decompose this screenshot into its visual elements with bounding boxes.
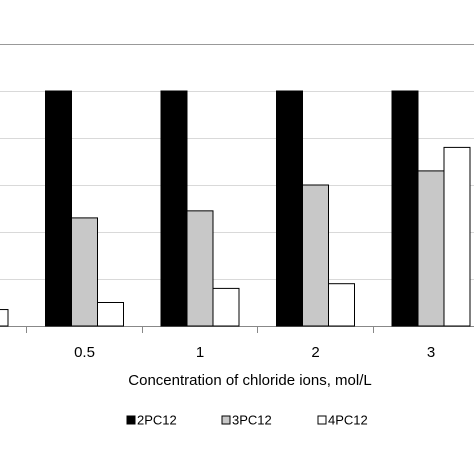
bar xyxy=(71,217,98,327)
x-tick-label: 0.5 xyxy=(74,344,95,361)
bar xyxy=(0,309,9,327)
x-axis-title: Concentration of chloride ions, mol/L xyxy=(128,372,371,389)
bar xyxy=(45,90,72,327)
bar xyxy=(186,210,214,327)
legend-swatch xyxy=(317,415,327,425)
bar xyxy=(97,302,124,327)
category-ticks xyxy=(26,326,374,333)
x-tick-label: 2 xyxy=(311,344,319,361)
legend-label: 4PC12 xyxy=(328,412,368,427)
x-tick-label: 1 xyxy=(196,344,204,361)
bar xyxy=(443,146,471,327)
legend-label: 3PC12 xyxy=(232,412,272,427)
bar xyxy=(160,90,188,327)
bar xyxy=(276,90,303,327)
legend-label: 2PC12 xyxy=(137,412,177,427)
bar xyxy=(391,90,419,327)
bar xyxy=(212,287,240,327)
legend-swatch xyxy=(221,415,231,425)
bar xyxy=(328,283,355,327)
bar xyxy=(302,184,329,327)
x-tick-label: 3 xyxy=(427,344,435,361)
bar xyxy=(417,170,445,327)
legend-swatch xyxy=(126,415,136,425)
